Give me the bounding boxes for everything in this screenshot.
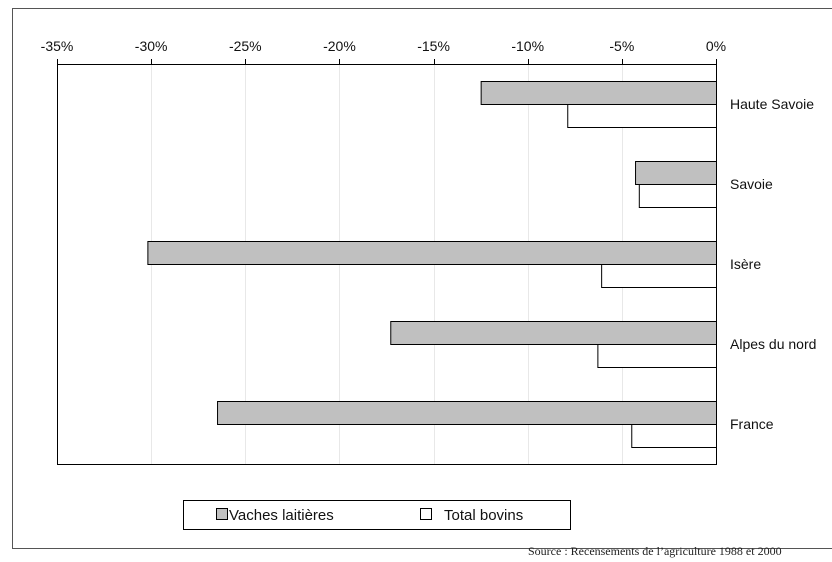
category-label-haute-savoie: Haute Savoie [730, 96, 814, 112]
bar-total-bovins-isere [601, 264, 717, 288]
category-label-isere: Isère [730, 256, 761, 272]
bar-total-bovins-haute-savoie [567, 104, 717, 128]
bar-vaches-laitieres-haute-savoie [480, 81, 717, 105]
category-label-france: France [730, 416, 774, 432]
x-tick-label: -35% [41, 38, 74, 54]
legend: Vaches laitières Total bovins [183, 500, 571, 530]
chart-outer-frame [12, 8, 832, 549]
x-tick-label: -25% [229, 38, 262, 54]
x-tick-label: 0% [706, 38, 726, 54]
x-tick-label: -10% [511, 38, 544, 54]
legend-label-total-bovins: Total bovins [444, 507, 523, 524]
category-label-alpes-du-nord: Alpes du nord [730, 336, 816, 352]
legend-box [183, 500, 571, 530]
bar-vaches-laitieres-alpes-du-nord [390, 321, 717, 345]
source-note: Source : Recensements de l’agriculture 1… [528, 544, 782, 558]
bar-total-bovins-france [631, 424, 717, 448]
bar-vaches-laitieres-isere [147, 241, 717, 265]
x-tick-label: -15% [417, 38, 450, 54]
category-label-savoie: Savoie [730, 176, 773, 192]
x-tick-label: -30% [135, 38, 168, 54]
x-tick-label: -20% [323, 38, 356, 54]
x-tick-label: -5% [609, 38, 634, 54]
legend-swatch-total-bovins [420, 508, 432, 520]
bar-vaches-laitieres-savoie [635, 161, 718, 185]
bar-vaches-laitieres-france [217, 401, 718, 425]
bar-total-bovins-savoie [638, 184, 717, 208]
bar-total-bovins-alpes-du-nord [597, 344, 718, 368]
legend-label-vaches-laitieres: Vaches laitières [229, 507, 334, 524]
legend-swatch-vaches-laitieres [216, 508, 228, 520]
